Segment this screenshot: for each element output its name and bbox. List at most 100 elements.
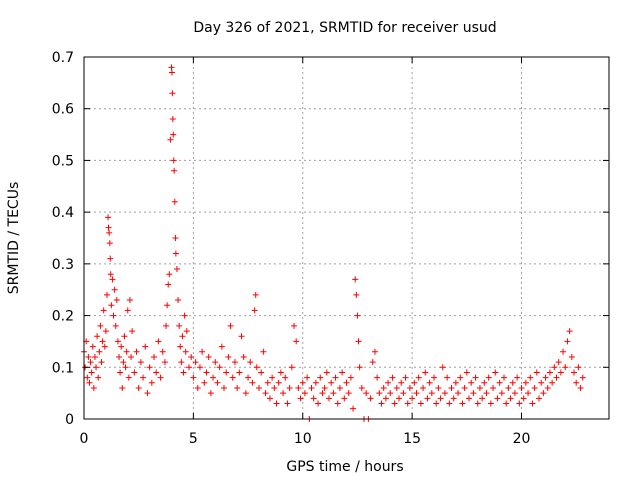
data-point (411, 379, 418, 386)
data-point (96, 348, 103, 355)
data-point (538, 379, 545, 386)
data-point (203, 369, 210, 376)
data-point (527, 374, 534, 381)
data-point (234, 384, 241, 391)
data-point (95, 374, 102, 381)
data-point (540, 390, 547, 397)
data-point (168, 69, 175, 76)
data-point (227, 322, 234, 329)
grid (84, 57, 609, 419)
data-point (564, 338, 571, 345)
data-point (106, 240, 113, 247)
data-point (107, 255, 114, 262)
axis-ticks (83, 56, 609, 420)
data-point (509, 379, 516, 386)
data-point (470, 390, 477, 397)
data-point (216, 364, 223, 371)
data-point (522, 379, 529, 386)
data-point (295, 384, 302, 391)
data-point (312, 379, 319, 386)
data-point (242, 390, 249, 397)
data-point (437, 395, 444, 402)
data-point (398, 379, 405, 386)
data-point (190, 374, 197, 381)
data-point (107, 271, 114, 278)
data-point (163, 322, 170, 329)
data-point (176, 322, 183, 329)
data-point (105, 214, 112, 221)
data-point (171, 167, 178, 174)
data-point (568, 353, 575, 360)
data-point (387, 390, 394, 397)
data-point (369, 359, 376, 366)
data-point (110, 312, 117, 319)
data-point (498, 390, 505, 397)
data-point (264, 379, 271, 386)
data-point (301, 390, 308, 397)
data-point (374, 374, 381, 381)
data-point (91, 353, 98, 360)
y-tick-label: 0.1 (52, 360, 74, 376)
data-point (172, 250, 179, 257)
data-point (544, 384, 551, 391)
x-tick-label: 15 (403, 431, 421, 447)
data-point (579, 374, 586, 381)
data-point (128, 353, 135, 360)
data-point (121, 333, 128, 340)
x-tick-labels: 0 5 10 15 20 (80, 431, 531, 447)
data-point (468, 379, 475, 386)
data-point (124, 307, 131, 314)
data-point (225, 353, 232, 360)
data-point (229, 374, 236, 381)
data-point (413, 390, 420, 397)
data-point (123, 348, 130, 355)
data-point (310, 395, 317, 402)
data-point (98, 359, 105, 366)
plot-frame (83, 56, 610, 420)
data-point (293, 338, 300, 345)
data-point (188, 353, 195, 360)
data-point (256, 384, 262, 391)
data-point (560, 348, 567, 355)
data-point (501, 374, 507, 381)
data-point (494, 395, 501, 402)
data-point (168, 64, 175, 71)
data-point (505, 384, 512, 391)
data-point (389, 374, 396, 381)
data-point (479, 395, 486, 402)
data-point (153, 369, 160, 376)
x-tick-label: 20 (513, 431, 531, 447)
data-point (286, 384, 293, 391)
y-tick-labels: 0 0.1 0.2 0.3 0.4 0.5 0.6 0.7 (52, 50, 74, 428)
data-point (490, 384, 497, 391)
data-point (496, 379, 503, 386)
data-point (100, 307, 107, 314)
data-point (133, 348, 140, 355)
data-point (315, 400, 322, 407)
data-point (109, 276, 116, 283)
data-point (251, 307, 258, 314)
data-point (105, 224, 112, 231)
data-point (179, 333, 186, 340)
data-point (199, 348, 206, 355)
data-point (433, 400, 440, 407)
data-point (180, 369, 187, 376)
data-point (551, 364, 558, 371)
data-point (420, 384, 427, 391)
data-point (129, 328, 136, 335)
data-point (481, 379, 488, 386)
y-tick-label: 0.4 (52, 205, 74, 221)
data-point (214, 379, 221, 386)
data-point (252, 291, 259, 298)
data-point (455, 390, 462, 397)
data-point (90, 384, 97, 391)
data-point (304, 374, 311, 381)
data-point (192, 359, 199, 366)
data-point (531, 384, 538, 391)
data-point (533, 369, 540, 376)
data-point (435, 384, 442, 391)
data-point (562, 364, 569, 371)
data-point (297, 395, 304, 402)
data-point (262, 390, 269, 397)
data-point (474, 400, 481, 407)
